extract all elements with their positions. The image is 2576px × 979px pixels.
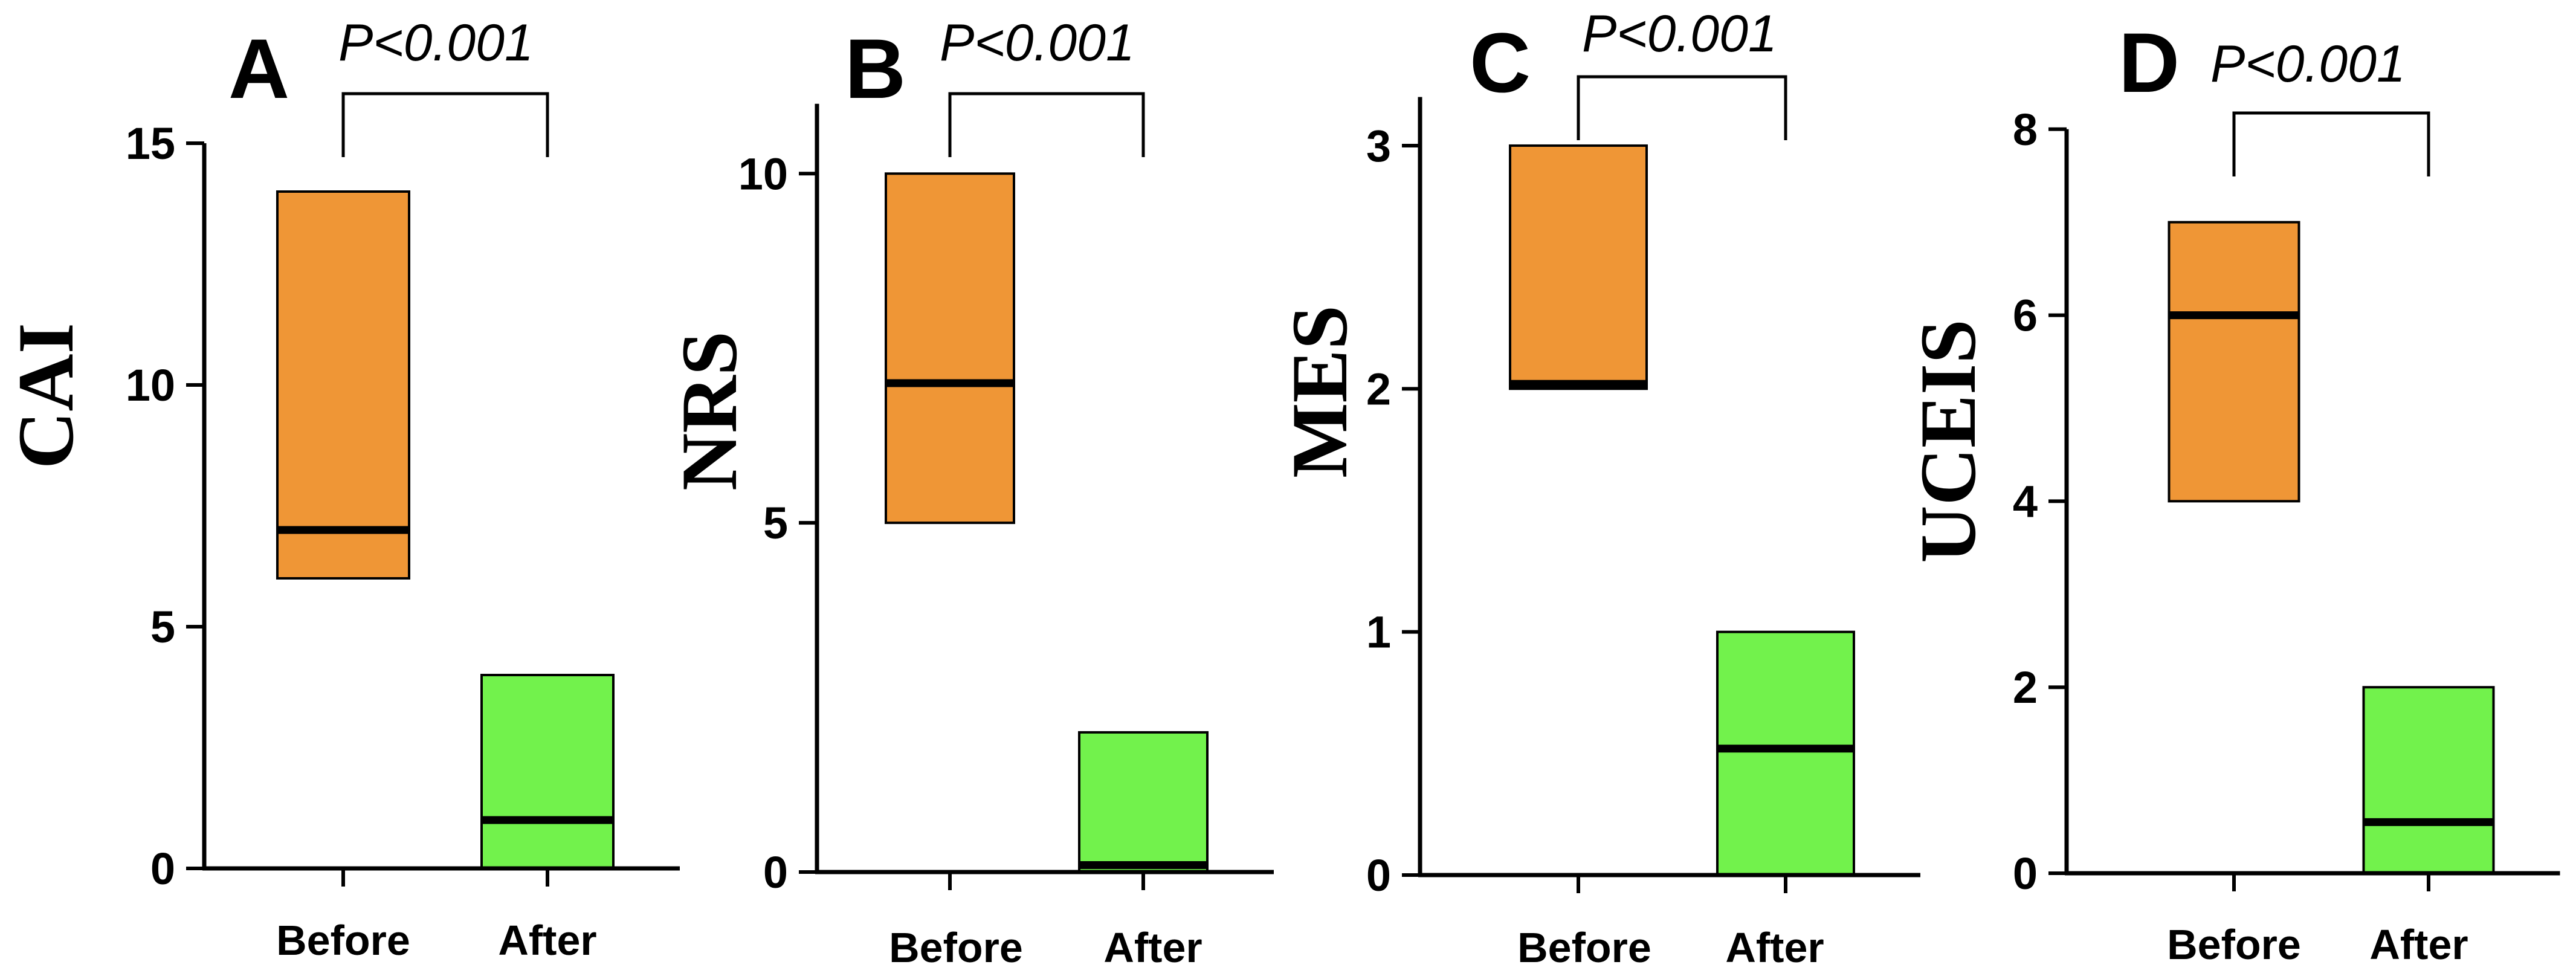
y-tick-label: 15 [126, 118, 175, 169]
x-tick-label: Before [1517, 924, 1651, 971]
panel-letter: D [2119, 15, 2180, 110]
y-tick-label: 0 [2013, 848, 2038, 899]
panel-letter: A [228, 21, 289, 116]
y-tick-label: 8 [2013, 105, 2038, 155]
x-tick-label: After [2369, 921, 2468, 968]
box-before [2168, 221, 2300, 503]
box-after [1078, 731, 1209, 873]
plot-area: 0 2 4 6 8 [2013, 105, 2560, 899]
panel-a: A P<0.001 CAI Before After 0 5 10 15 [1, 14, 680, 964]
plot-area: 0 5 10 15 [126, 92, 680, 894]
p-value-label: P<0.001 [940, 14, 1135, 72]
x-tick-label: Before [2167, 921, 2301, 968]
panel-letter: B [845, 21, 906, 116]
y-tick-label: 2 [1366, 364, 1391, 414]
x-tick-label: Before [276, 917, 410, 964]
y-axis-label: MES [1275, 305, 1364, 478]
panel-c: C P<0.001 MES Before After 0 1 2 3 [1275, 5, 1920, 971]
y-tick-label: 5 [150, 602, 175, 652]
y-tick-label: 5 [763, 498, 788, 548]
y-tick-label: 3 [1366, 121, 1391, 171]
y-axis-label: UCEIS [1903, 319, 1992, 563]
y-tick-label: 0 [763, 847, 788, 897]
y-tick-label: 0 [150, 844, 175, 894]
panel-letter: C [1470, 15, 1531, 110]
x-tick-label: After [1725, 924, 1824, 971]
x-tick-label: Before [889, 924, 1023, 971]
y-tick-label: 10 [738, 149, 788, 199]
x-tick-label: After [498, 917, 596, 964]
p-value-label: P<0.001 [1582, 5, 1777, 63]
plot-area: 0 1 2 3 [1366, 75, 1920, 900]
box-after [480, 674, 615, 870]
significance-bracket [341, 92, 549, 157]
y-axis-label: CAI [1, 323, 90, 469]
y-tick-label: 2 [2013, 662, 2038, 712]
panel-b: B P<0.001 NRS Before After 0 5 10 [665, 14, 1274, 971]
p-value-label: P<0.001 [2210, 35, 2406, 93]
plot-area: 0 5 10 [738, 92, 1274, 897]
box-after [1716, 630, 1855, 876]
significance-bracket [948, 92, 1145, 157]
panel-d: D P<0.001 UCEIS Before After 0 2 4 6 8 [1903, 15, 2560, 968]
box-before [885, 172, 1015, 525]
x-tick-label: After [1103, 924, 1202, 971]
box-before [1509, 144, 1648, 390]
y-axis-label: NRS [665, 331, 754, 491]
significance-bracket [1577, 75, 1787, 140]
y-tick-label: 1 [1366, 607, 1391, 658]
box-after [2362, 686, 2495, 874]
box-before [276, 190, 410, 580]
y-tick-label: 10 [126, 360, 175, 410]
y-tick-label: 0 [1366, 850, 1391, 900]
p-value-label: P<0.001 [338, 14, 534, 72]
y-tick-label: 6 [2013, 291, 2038, 341]
y-tick-label: 4 [2013, 476, 2038, 526]
significance-bracket [2232, 111, 2430, 176]
